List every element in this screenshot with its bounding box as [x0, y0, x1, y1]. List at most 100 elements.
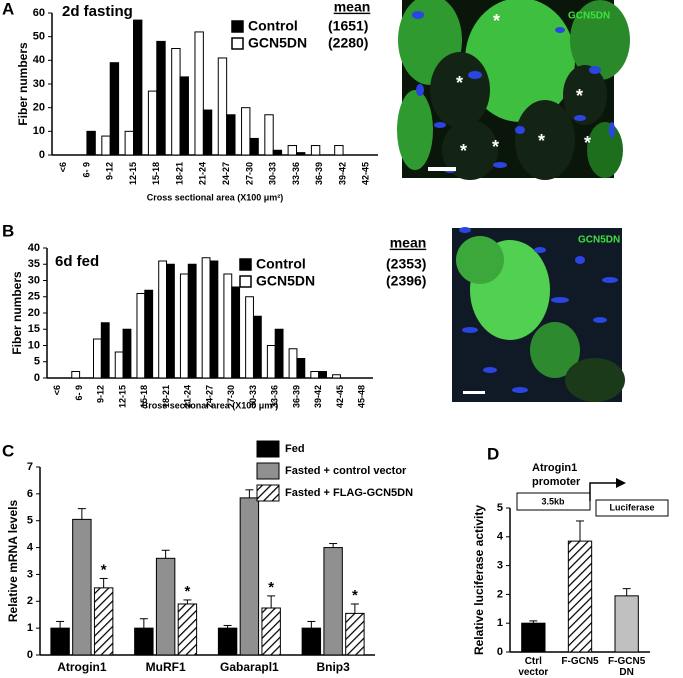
bar — [334, 145, 344, 156]
significance-mark: * — [268, 579, 274, 596]
x-tick-label: 15-18 — [139, 385, 149, 408]
x-tick-label: Bnip3 — [316, 660, 350, 674]
x-tick-label: 30-33 — [248, 385, 258, 408]
legend-mean: (2280) — [328, 35, 368, 51]
bar — [133, 19, 143, 156]
legend-swatch — [256, 440, 280, 458]
bar — [122, 328, 132, 379]
y-tick-label: 20 — [28, 307, 40, 319]
x-axis-title: Cross sectional area (X100 μm²) — [147, 192, 284, 202]
image-label: GCN5DN — [568, 11, 610, 22]
x-tick-label: Ctrl vector — [518, 656, 549, 678]
image-label: GCN5DN — [578, 235, 620, 246]
panel-letter: A — [2, 0, 14, 18]
bar — [171, 48, 181, 156]
x-tick-label: 39-42 — [313, 385, 323, 408]
promoter-diagram: Atrogin1 promoter 3.5kb Luciferase — [516, 462, 669, 517]
y-axis-title: Relative mRNA levels — [6, 500, 20, 623]
bar — [144, 289, 154, 379]
x-tick-label: 36-39 — [314, 162, 324, 185]
x-tick-label: 18-21 — [174, 162, 184, 185]
legend-title: mean — [390, 235, 427, 251]
bar — [296, 152, 306, 156]
x-tick-label: <6 — [58, 162, 68, 172]
bar — [223, 273, 233, 379]
x-tick-label: 6- 9 — [81, 162, 91, 178]
bar — [209, 260, 219, 379]
diagram-label: Luciferase — [609, 502, 654, 512]
bar — [179, 273, 189, 379]
bar — [252, 315, 262, 379]
bar — [567, 540, 593, 653]
y-tick-label: 3 — [27, 568, 33, 580]
legend-swatch — [239, 258, 252, 271]
bar — [323, 547, 343, 656]
panel-letter: C — [2, 441, 14, 460]
legend-label: Control — [248, 18, 298, 34]
significance-mark: * — [352, 587, 358, 604]
bar — [241, 107, 251, 156]
y-tick-label: 50 — [33, 31, 45, 43]
x-tick-label: Gabarapl1 — [220, 660, 279, 674]
asterisk: * — [576, 86, 583, 106]
bar — [72, 518, 92, 656]
legend-swatch — [256, 462, 280, 480]
asterisk: * — [493, 11, 500, 31]
micrograph: GCN5DN * * * * * * * — [397, 0, 630, 180]
y-axis-title: Fiber numbers — [10, 271, 24, 355]
asterisk: * — [460, 141, 467, 161]
legend-title: mean — [334, 0, 371, 15]
bar — [93, 338, 102, 379]
x-tick-label: 27-30 — [226, 385, 236, 408]
asterisk: * — [584, 133, 591, 153]
bar — [124, 130, 134, 156]
legend-swatch — [256, 484, 280, 502]
bar — [114, 351, 124, 379]
legend-label: Fasted + FLAG-GCN5DN — [285, 487, 413, 499]
bar — [179, 76, 189, 156]
y-tick-label: 60 — [33, 7, 45, 19]
y-tick-label: 5 — [497, 502, 503, 514]
y-tick-label: 10 — [33, 125, 45, 137]
bar — [166, 263, 175, 379]
bar — [310, 145, 321, 156]
bar — [155, 557, 176, 656]
y-tick-label: 2 — [497, 588, 503, 600]
bar — [158, 260, 168, 379]
y-tick-label: 3 — [497, 560, 503, 572]
y-tick-label: 0 — [34, 372, 40, 384]
legend-label: GCN5DN — [248, 35, 307, 51]
x-tick-label: 42-45 — [335, 385, 345, 408]
y-tick-label: 5 — [27, 515, 33, 527]
x-tick-label: 18-21 — [161, 385, 171, 408]
bar — [201, 257, 211, 379]
bar — [521, 622, 546, 653]
bar — [332, 374, 341, 379]
y-tick-label: 0 — [39, 149, 45, 161]
bar — [226, 114, 236, 156]
bar — [177, 603, 198, 656]
y-tick-label: 7 — [27, 461, 33, 473]
x-tick-label: 45-48 — [357, 385, 367, 408]
x-tick-label: 12-15 — [117, 385, 127, 408]
legend-label: Fed — [285, 443, 305, 455]
x-tick-label: 24-27 — [204, 385, 214, 408]
bar — [245, 296, 254, 379]
bar — [264, 114, 274, 156]
chart-title: 2d fasting — [62, 3, 133, 20]
x-tick-label: 12-15 — [128, 162, 138, 185]
asterisk: * — [538, 131, 545, 151]
panel-letter: B — [2, 221, 14, 240]
asterisk: * — [456, 73, 463, 93]
x-tick-label: 42-45 — [361, 162, 371, 185]
bar — [86, 130, 96, 156]
x-tick-label: <6 — [52, 385, 62, 395]
legend-mean: (1651) — [328, 18, 368, 34]
x-tick-label: 9-12 — [105, 162, 115, 180]
bar — [318, 371, 327, 379]
legend-label: Control — [256, 256, 306, 272]
x-tick-label: 30-33 — [268, 162, 278, 185]
x-tick-label: F-GCN5 DN — [608, 656, 646, 678]
x-axis-title: Cross sectional area (X100 μm²) — [142, 400, 279, 410]
